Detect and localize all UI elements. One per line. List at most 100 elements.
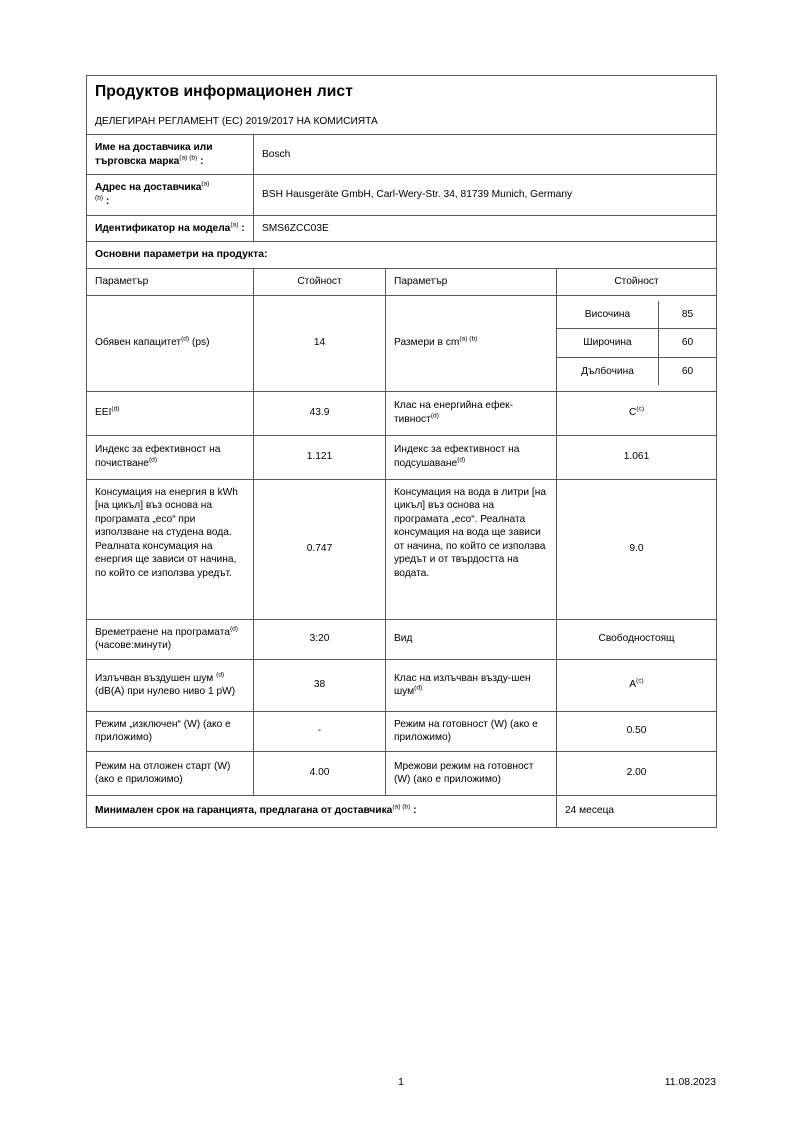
warranty-label-colon: : [410,805,417,817]
capacity-dimensions-row: Обявен капацитет(d) (ps) 14 Размери в cm… [86,294,717,392]
type-label: Вид [385,618,557,660]
model-value: SMS6ZCC03E [253,214,717,243]
energy-consumption-label: Консумация на енергия в kWh [на цикъл] в… [86,478,254,620]
dimension-name-height: Височина [557,300,660,330]
supplier-address-label-colon: : [103,195,110,207]
regulation-reference: ДЕЛЕГИРАН РЕГЛАМЕНТ (ЕС) 2019/2017 НА КО… [86,108,717,136]
energy-class-value-cell: C(c) [556,390,717,436]
networked-standby-mode-label: Мрежови режим на готовност (W) (ако е пр… [385,750,557,796]
model-label-colon: : [238,222,245,234]
model-label: Идентификатор на модела [95,222,231,234]
program-duration-label: Времетраене на програмата [95,626,230,638]
supplier-name-label-footnote: (a) (b) [179,154,198,162]
warranty-label-footnote: (a) (b) [392,804,411,812]
dimensions-label-footnote: (a) (b) [459,335,478,343]
type-value: Свободностоящ [556,618,717,660]
dimension-name-width: Широчина [557,328,660,358]
program-duration-label-footnote: (d) [229,625,238,633]
warranty-value: 24 месеца [556,794,717,828]
model-label-cell: Идентификатор на модела(a) : [86,214,254,243]
energy-class-value: C [628,407,637,419]
title-cell: Продуктов информационен лист [86,74,717,109]
dimension-row-depth: Дълбочина 60 [557,356,716,386]
cleaning-index-label: Индекс за ефективност на почистване [95,444,221,469]
title-row: Продуктов информационен лист [86,74,717,109]
noise-row: Излъчван въздушен шум (d) (dB(A) при нул… [86,658,717,712]
parameters-section-heading: Основни параметри на продукта: [86,241,717,269]
supplier-address-row: Адрес на доставчика(a) (b) : BSH Hausger… [86,174,717,216]
delay-networked-row: Режим на отложен старт (W) (ако е прилож… [86,750,717,796]
eei-value: 43.9 [253,390,386,436]
standby-mode-label: Режим на готовност (W) (ако е приложимо) [385,710,557,752]
program-duration-value: 3:20 [253,618,386,660]
dimensions-values-cell: Височина 85 Широчина 60 Дълбочина 60 [556,294,717,392]
capacity-label-tail: (ps) [189,337,210,349]
delay-start-mode-label: Режим на отложен старт (W) (ако е прилож… [86,750,254,796]
energy-class-value-footnote: (c) [636,405,645,413]
off-mode-label: Режим „изключен“ (W) (ако е приложимо) [86,710,254,752]
supplier-address-label-cell: Адрес на доставчика(a) (b) : [86,174,254,216]
energy-class-label-cell: Клас на енергийна ефек-тивност(d) [385,390,557,436]
supplier-name-label-cell: Име на доставчика или търговска марка(a)… [86,134,254,176]
program-duration-label-tail: (часове:минути) [95,640,172,652]
model-label-footnote: (a) [230,221,239,229]
dimension-value-height: 85 [658,300,716,330]
airborne-noise-label-footnote: (d) [216,671,225,679]
dimensions-subtable: Височина 85 Широчина 60 Дълбочина 60 [557,300,716,386]
footer-page-number: 1 [398,1077,404,1088]
capacity-value: 14 [253,294,386,392]
dimension-value-width: 60 [658,328,716,358]
page-title: Продуктов информационен лист [95,83,353,100]
supplier-name-label-colon: : [197,155,204,167]
airborne-noise-label-cell: Излъчван въздушен шум (d) (dB(A) при нул… [86,658,254,712]
dimension-value-depth: 60 [658,356,716,386]
delay-start-mode-value: 4.00 [253,750,386,796]
column-header-value-left: Стойност [253,267,386,296]
noise-class-value-footnote: (c) [636,677,644,685]
noise-class-label-footnote: (d) [414,684,423,692]
eei-label-footnote: (d) [111,405,120,413]
dimensions-label: Размери в cm [394,337,460,349]
eei-label-cell: EEI(d) [86,390,254,436]
noise-class-label: Клас на излъчван възду-шен шум [394,672,531,698]
supplier-name-row: Име на доставчика или търговска марка(a)… [86,134,717,176]
supplier-address-label-footnote-b: (b) [95,194,104,202]
supplier-address-label: Адрес на доставчика [95,182,202,194]
energy-class-label-footnote: (d) [430,412,439,420]
column-header-parameter-left: Параметър [86,267,254,296]
supplier-address-value: BSH Hausgeräte GmbH, Carl-Wery-Str. 34, … [253,174,717,216]
drying-index-label: Индекс за ефективност на подсушаване [394,444,520,469]
drying-index-label-footnote: (d) [457,456,466,464]
drying-index-value: 1.061 [556,434,717,480]
warranty-label: Минимален срок на гаранцията, предлагана… [95,805,393,817]
capacity-label-footnote: (d) [181,335,190,343]
noise-class-value: A [629,679,637,691]
regulation-row: ДЕЛЕГИРАН РЕГЛАМЕНТ (ЕС) 2019/2017 НА КО… [86,108,717,136]
cleaning-index-label-cell: Индекс за ефективност на почистване(d) [86,434,254,480]
supplier-address-label-footnote-a: (a) [201,181,210,189]
footer-date: 11.08.2023 [664,1077,716,1088]
supplier-name-value: Bosch [253,134,717,176]
airborne-noise-label-tail: (dB(A) при нулево ниво 1 pW) [95,686,236,698]
capacity-label: Обявен капацитет [95,337,182,349]
noise-class-value-cell: A(c) [556,658,717,712]
column-header-value-right: Стойност [556,267,717,296]
noise-class-label-cell: Клас на излъчван възду-шен шум(d) [385,658,557,712]
supplier-name-label: Име на доставчика или търговска марка [95,142,213,167]
parameters-header-row: Параметър Стойност Параметър Стойност [86,267,717,296]
cleaning-drying-index-row: Индекс за ефективност на почистване(d) 1… [86,434,717,480]
airborne-noise-value: 38 [253,658,386,712]
off-mode-value: - [253,710,386,752]
consumption-row: Консумация на енергия в kWh [на цикъл] в… [86,478,717,620]
program-duration-label-cell: Времетраене на програмата(d) (часове:мин… [86,618,254,660]
water-consumption-value: 9.0 [556,478,717,620]
energy-consumption-value: 0.747 [253,478,386,620]
cleaning-index-label-footnote: (d) [148,456,158,464]
dimensions-label-cell: Размери в cm(a) (b) [385,294,557,392]
off-standby-row: Режим „изключен“ (W) (ако е приложимо) -… [86,710,717,752]
cleaning-index-value: 1.121 [253,434,386,480]
networked-standby-mode-value: 2.00 [556,750,717,796]
eei-label: EEI [95,407,112,419]
model-identifier-row: Идентификатор на модела(a) : SMS6ZCC03E [86,214,717,243]
